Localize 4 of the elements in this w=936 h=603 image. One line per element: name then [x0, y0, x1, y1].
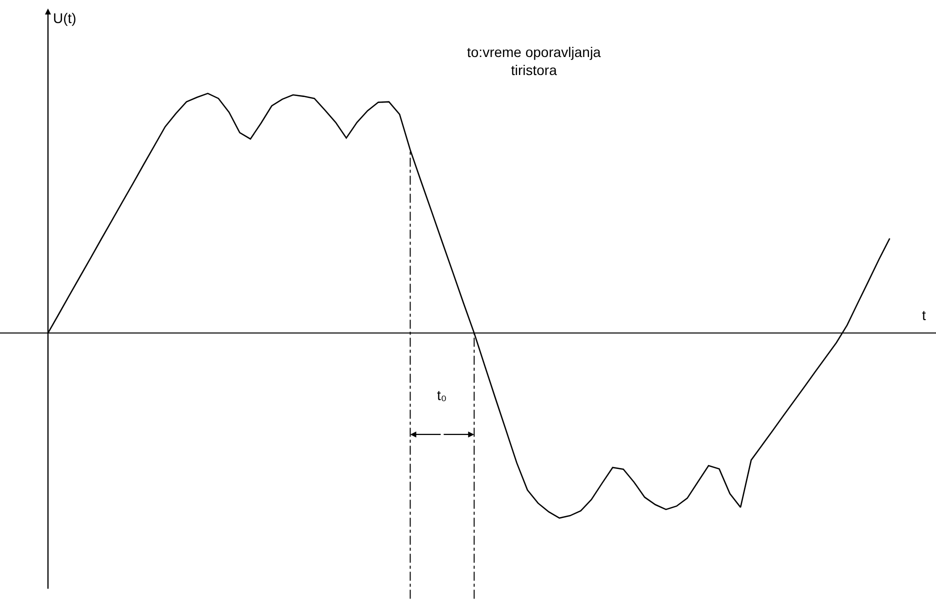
y-axis-title: U(t) — [53, 10, 76, 26]
annotation: t₀ — [437, 387, 447, 403]
x-axis-title: t — [922, 307, 926, 323]
text: to:vreme oporavljanja tiristora — [467, 44, 602, 78]
